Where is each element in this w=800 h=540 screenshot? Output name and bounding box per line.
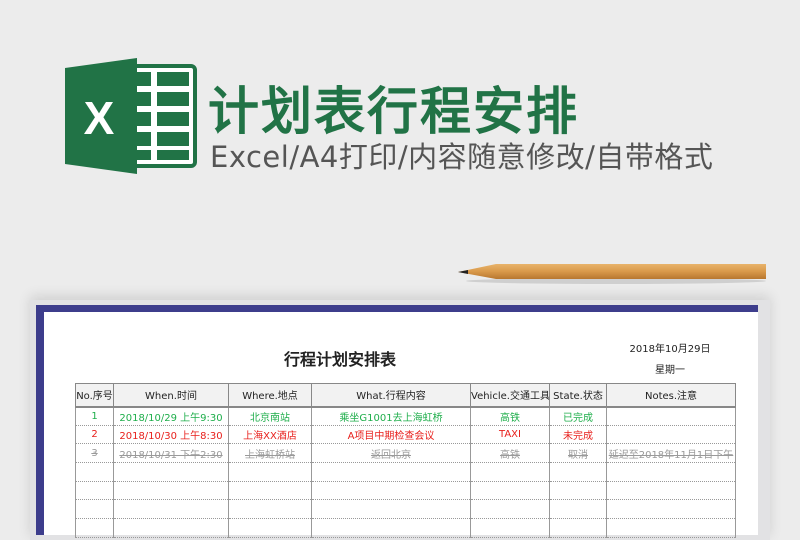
logo-letter: X [84,92,115,144]
empty-cell[interactable] [75,499,114,520]
empty-cell[interactable] [113,518,229,538]
empty-cell[interactable] [606,481,736,501]
cell-no[interactable]: 3 [75,443,114,464]
empty-cell[interactable] [75,518,114,538]
cell-notes[interactable] [606,406,736,426]
empty-cell[interactable] [228,462,312,482]
empty-cell[interactable] [549,481,607,501]
column-header-where[interactable]: Where.地点 [228,383,312,408]
empty-row [75,481,736,501]
table-row: 2 2018/10/30 上午8:30 上海XX酒店 A项目中期检查会议 TAX… [75,425,736,445]
empty-cell[interactable] [606,462,736,482]
empty-cell[interactable] [311,462,471,482]
sheet-title: 行程计划安排表 [283,350,396,369]
cell-no[interactable]: 1 [75,406,114,426]
cell-what[interactable]: A项目中期检查会议 [311,425,471,445]
table-row: 1 2018/10/29 上午9:30 北京南站 乘坐G1001去上海虹桥 高铁… [75,406,736,426]
cell-where[interactable]: 北京南站 [228,406,312,426]
cell-what[interactable]: 返回北京 [311,443,471,464]
column-header-what[interactable]: What.行程内容 [311,383,471,408]
column-header-vehicle[interactable]: Vehicle.交通工具 [470,383,550,408]
empty-cell[interactable] [311,499,471,520]
cell-state[interactable]: 未完成 [549,425,607,445]
cell-vehicle[interactable]: 高铁 [470,443,550,464]
sheet-weekday: 星期一 [655,365,685,376]
cell-no[interactable]: 2 [75,425,114,445]
empty-cell[interactable] [228,481,312,501]
empty-row [75,518,736,538]
cell-when[interactable]: 2018/10/30 上午8:30 [113,425,229,445]
cell-what[interactable]: 乘坐G1001去上海虹桥 [311,406,471,426]
empty-cell[interactable] [549,499,607,520]
cell-state[interactable]: 取消 [549,443,607,464]
pencil-icon [458,264,766,284]
cell-notes[interactable]: 延迟至2018年11月1日下午 [606,443,736,464]
itinerary-table: No.序号 When.时间 Where.地点 What.行程内容 Vehicle… [75,383,736,538]
column-header-no[interactable]: No.序号 [75,383,114,408]
empty-cell[interactable] [549,518,607,538]
column-header-when[interactable]: When.时间 [113,383,229,408]
column-header-state[interactable]: State.状态 [549,383,607,408]
empty-cell[interactable] [75,481,114,501]
table-header-row: No.序号 When.时间 Where.地点 What.行程内容 Vehicle… [75,383,736,408]
empty-cell[interactable] [228,499,312,520]
empty-cell[interactable] [606,499,736,520]
empty-cell[interactable] [470,499,550,520]
table-row: 3 2018/10/31 下午2:30 上海虹桥站 返回北京 高铁 取消 延迟至… [75,443,736,464]
empty-cell[interactable] [470,518,550,538]
empty-cell[interactable] [228,518,312,538]
banner-subtitle: Excel/A4打印/内容随意修改/自带格式 [210,140,714,174]
cell-vehicle[interactable]: 高铁 [470,406,550,426]
empty-cell[interactable] [606,518,736,538]
empty-cell[interactable] [311,518,471,538]
empty-cell[interactable] [311,481,471,501]
cell-when[interactable]: 2018/10/29 上午9:30 [113,406,229,426]
cell-where[interactable]: 上海XX酒店 [228,425,312,445]
empty-cell[interactable] [470,481,550,501]
cell-when[interactable]: 2018/10/31 下午2:30 [113,443,229,464]
cell-where[interactable]: 上海虹桥站 [228,443,312,464]
empty-row [75,462,736,482]
empty-row [75,499,736,520]
banner-title: 计划表行程安排 [208,83,580,142]
column-header-notes[interactable]: Notes.注意 [606,383,736,408]
empty-cell[interactable] [113,481,229,501]
empty-cell[interactable] [113,462,229,482]
cell-state[interactable]: 已完成 [549,406,607,426]
excel-logo-icon: X [65,58,197,174]
empty-cell[interactable] [113,499,229,520]
empty-cell[interactable] [75,462,114,482]
empty-cell[interactable] [470,462,550,482]
cell-vehicle[interactable]: TAXI [470,425,550,445]
sheet-date: 2018年10月29日 [629,344,711,355]
empty-cell[interactable] [549,462,607,482]
cell-notes[interactable] [606,425,736,445]
